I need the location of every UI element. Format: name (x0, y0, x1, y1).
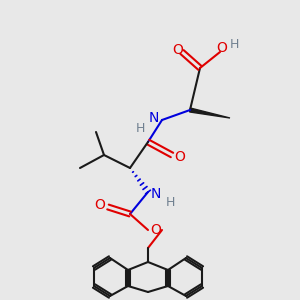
Text: H: H (229, 38, 239, 52)
Text: H: H (135, 122, 145, 134)
Polygon shape (190, 108, 230, 118)
Text: O: O (94, 198, 105, 212)
Text: O: O (151, 223, 161, 237)
Text: N: N (149, 111, 159, 125)
Text: O: O (217, 41, 227, 55)
Text: N: N (151, 187, 161, 201)
Text: O: O (175, 150, 185, 164)
Text: H: H (165, 196, 175, 208)
Text: O: O (172, 43, 183, 57)
